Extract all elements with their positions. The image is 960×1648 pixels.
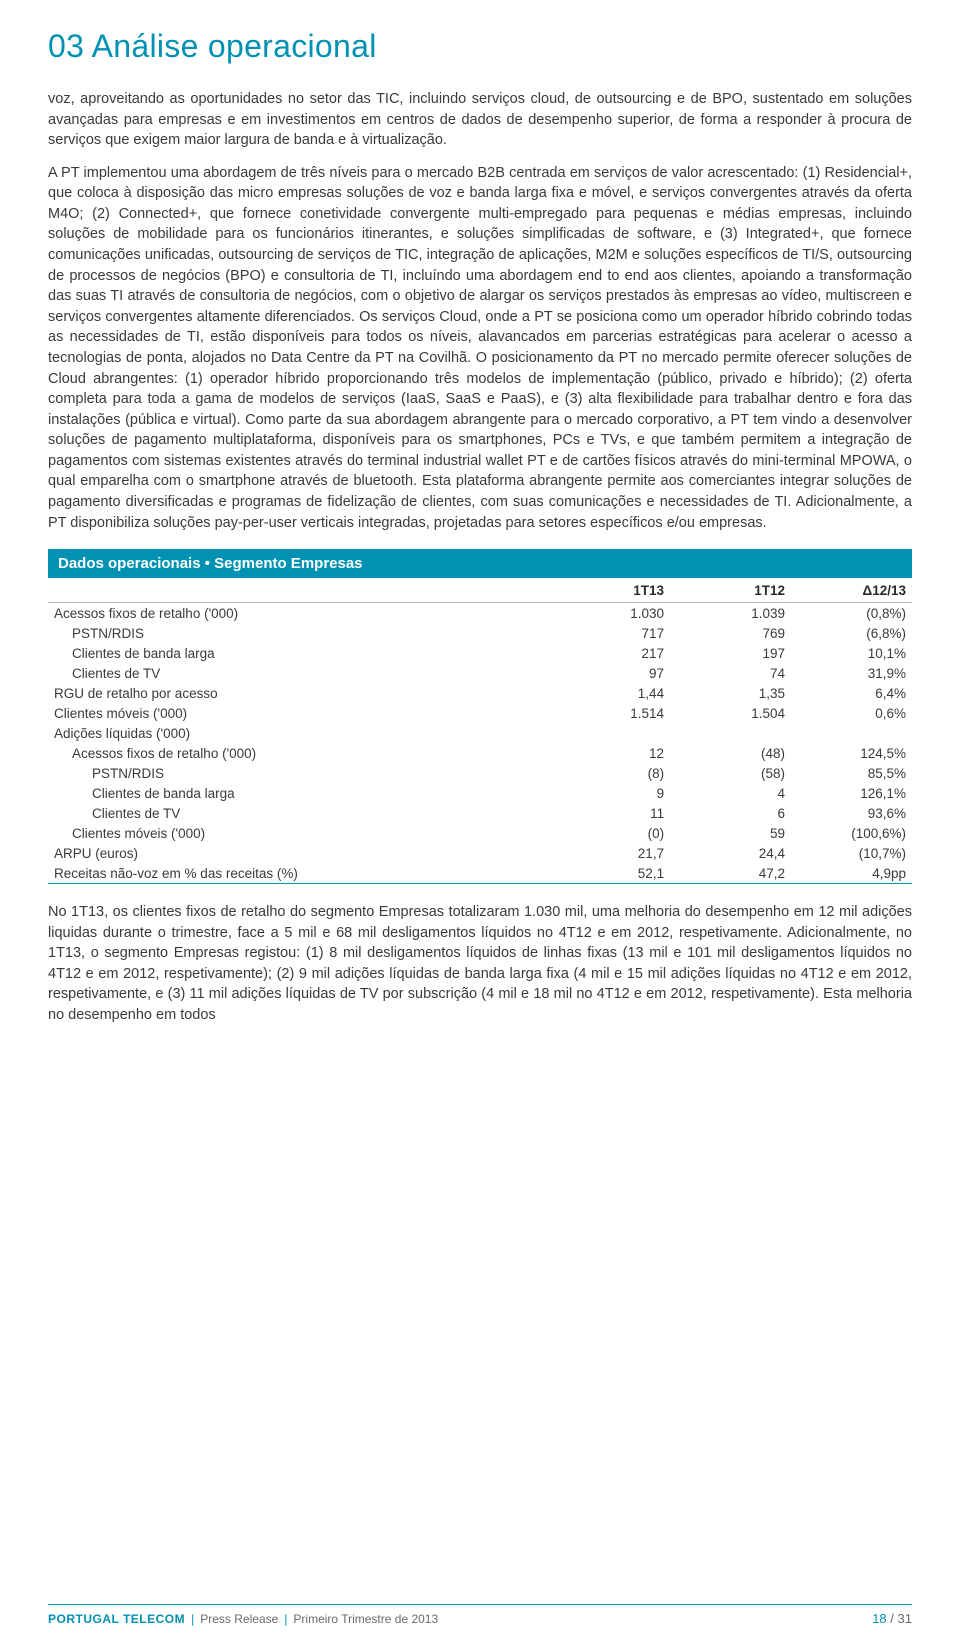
row-value: 717 [549, 623, 670, 643]
row-value: 74 [670, 663, 791, 683]
row-value: 11 [549, 803, 670, 823]
page-footer: PORTUGAL TELECOM | Press Release | Prime… [48, 1604, 912, 1626]
footer-brand: PORTUGAL TELECOM [48, 1612, 185, 1626]
page-number: 18 / 31 [872, 1611, 912, 1626]
row-label: Clientes móveis ('000) [48, 703, 549, 723]
row-value: (48) [670, 743, 791, 763]
row-value [670, 723, 791, 743]
page-total: 31 [898, 1611, 912, 1626]
row-label: Clientes de banda larga [48, 783, 549, 803]
row-value: 1.039 [670, 603, 791, 624]
page-sep: / [890, 1611, 897, 1626]
row-value: (6,8%) [791, 623, 912, 643]
row-value: (10,7%) [791, 843, 912, 863]
footer-sep-icon: | [191, 1612, 194, 1626]
col-header: 1T12 [670, 578, 791, 603]
footer-left: PORTUGAL TELECOM | Press Release | Prime… [48, 1612, 438, 1626]
paragraph-1: voz, aproveitando as oportunidades no se… [48, 89, 912, 151]
row-value: 1,35 [670, 683, 791, 703]
row-label: Clientes de TV [48, 803, 549, 823]
table-row: PSTN/RDIS717769(6,8%) [48, 623, 912, 643]
row-value: 1,44 [549, 683, 670, 703]
row-value: 12 [549, 743, 670, 763]
row-value: 4 [670, 783, 791, 803]
row-value: 6,4% [791, 683, 912, 703]
col-header [48, 578, 549, 603]
data-table: 1T13 1T12 Δ12/13 Acessos fixos de retalh… [48, 578, 912, 884]
row-value: 47,2 [670, 863, 791, 884]
table-row: Receitas não-voz em % das receitas (%)52… [48, 863, 912, 884]
row-value: (8) [549, 763, 670, 783]
table-row: Clientes de banda larga21719710,1% [48, 643, 912, 663]
table-row: Clientes de banda larga94126,1% [48, 783, 912, 803]
row-value: 21,7 [549, 843, 670, 863]
table-row: Clientes móveis ('000)1.5141.5040,6% [48, 703, 912, 723]
row-value: 197 [670, 643, 791, 663]
table-row: ARPU (euros)21,724,4(10,7%) [48, 843, 912, 863]
page-current: 18 [872, 1611, 886, 1626]
row-label: Acessos fixos de retalho ('000) [48, 743, 549, 763]
row-value: (58) [670, 763, 791, 783]
row-value: 9 [549, 783, 670, 803]
paragraph-3: No 1T13, os clientes fixos de retalho do… [48, 902, 912, 1025]
row-value: 217 [549, 643, 670, 663]
table-row: Acessos fixos de retalho ('000)1.0301.03… [48, 603, 912, 624]
row-value: 4,9pp [791, 863, 912, 884]
col-header: 1T13 [549, 578, 670, 603]
row-value: 97 [549, 663, 670, 683]
row-value: (100,6%) [791, 823, 912, 843]
row-value: 31,9% [791, 663, 912, 683]
row-label: Clientes móveis ('000) [48, 823, 549, 843]
row-value: 769 [670, 623, 791, 643]
row-value: 124,5% [791, 743, 912, 763]
row-value: 10,1% [791, 643, 912, 663]
row-value: (0) [549, 823, 670, 843]
section-header: 03 Análise operacional [48, 28, 912, 65]
table-title: Dados operacionais • Segmento Empresas [48, 549, 912, 578]
row-label: Adições líquidas ('000) [48, 723, 549, 743]
table-row: Acessos fixos de retalho ('000)12(48)124… [48, 743, 912, 763]
footer-sep-icon: | [284, 1612, 287, 1626]
table-row: Clientes de TV11693,6% [48, 803, 912, 823]
paragraph-2: A PT implementou uma abordagem de três n… [48, 163, 912, 533]
row-label: Clientes de TV [48, 663, 549, 683]
row-value: 59 [670, 823, 791, 843]
table-header-row: 1T13 1T12 Δ12/13 [48, 578, 912, 603]
row-value: 93,6% [791, 803, 912, 823]
col-header: Δ12/13 [791, 578, 912, 603]
row-value: 24,4 [670, 843, 791, 863]
row-label: Acessos fixos de retalho ('000) [48, 603, 549, 624]
row-value: (0,8%) [791, 603, 912, 624]
row-label: Receitas não-voz em % das receitas (%) [48, 863, 549, 884]
row-value: 85,5% [791, 763, 912, 783]
row-value: 1.030 [549, 603, 670, 624]
row-value: 1.504 [670, 703, 791, 723]
row-value: 0,6% [791, 703, 912, 723]
section-number: 03 [48, 28, 84, 64]
table-row: Clientes móveis ('000)(0)59(100,6%) [48, 823, 912, 843]
footer-item: Press Release [200, 1612, 278, 1626]
row-value: 126,1% [791, 783, 912, 803]
table-row: Clientes de TV977431,9% [48, 663, 912, 683]
row-value: 6 [670, 803, 791, 823]
footer-item: Primeiro Trimestre de 2013 [293, 1612, 438, 1626]
table-row: RGU de retalho por acesso1,441,356,4% [48, 683, 912, 703]
row-value: 52,1 [549, 863, 670, 884]
row-label: Clientes de banda larga [48, 643, 549, 663]
row-value [549, 723, 670, 743]
row-value: 1.514 [549, 703, 670, 723]
row-label: PSTN/RDIS [48, 763, 549, 783]
table-row: Adições líquidas ('000) [48, 723, 912, 743]
table-body: Acessos fixos de retalho ('000)1.0301.03… [48, 603, 912, 884]
row-label: ARPU (euros) [48, 843, 549, 863]
table-row: PSTN/RDIS(8)(58)85,5% [48, 763, 912, 783]
row-label: PSTN/RDIS [48, 623, 549, 643]
section-title: Análise operacional [92, 28, 377, 64]
data-table-block: Dados operacionais • Segmento Empresas 1… [48, 549, 912, 884]
row-label: RGU de retalho por acesso [48, 683, 549, 703]
row-value [791, 723, 912, 743]
